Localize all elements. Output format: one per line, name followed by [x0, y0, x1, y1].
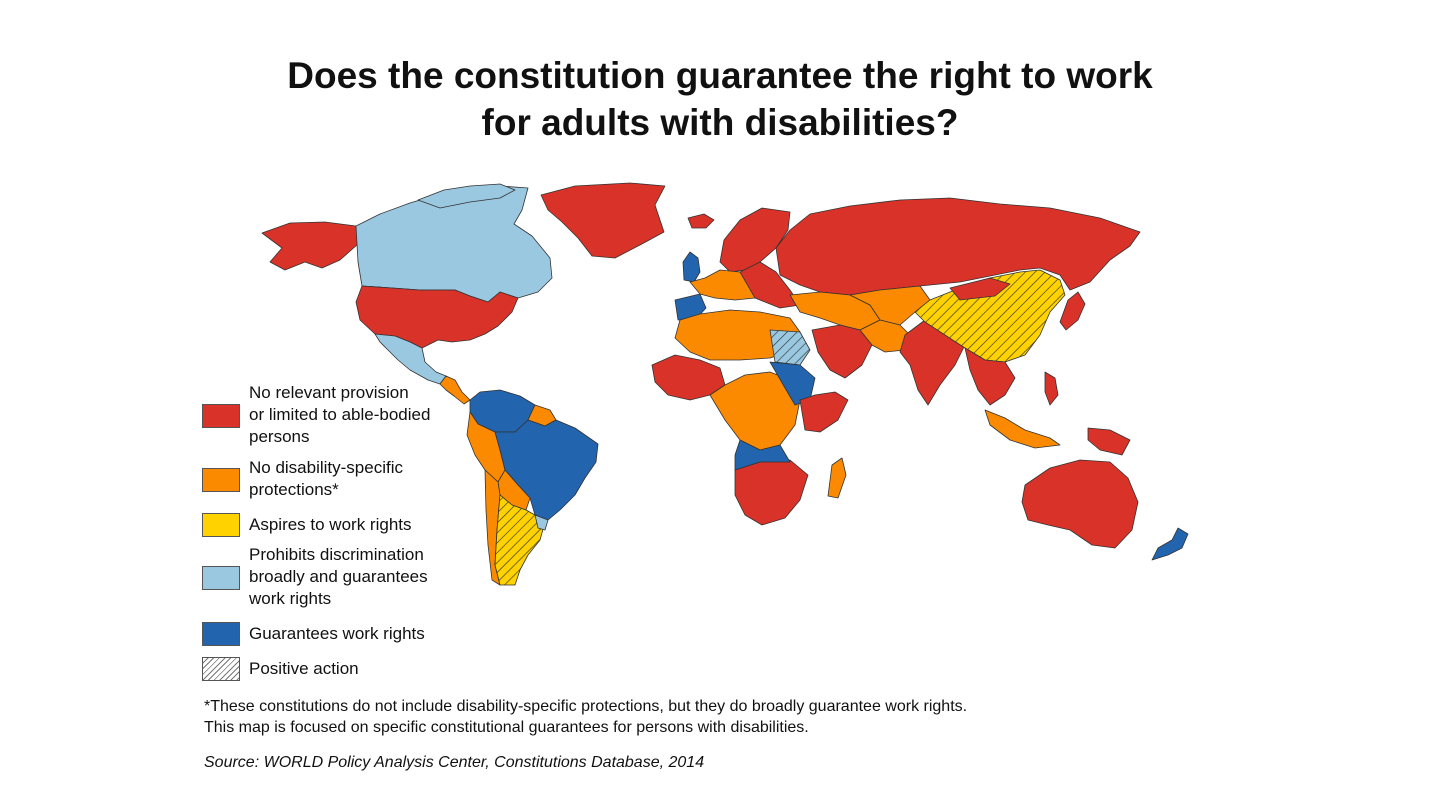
- legend-label-no-provision: No relevant provision or limited to able…: [249, 383, 431, 446]
- legend-swatch-aspires: [202, 513, 240, 537]
- legend-swatch-prohibits-discrimination: [202, 566, 240, 590]
- legend-label-prohibits-discrimination: Prohibits discrimination broadly and gua…: [249, 545, 428, 608]
- region-russia: [775, 197, 1141, 296]
- region-central-america: [439, 375, 471, 405]
- legend-label-no-disability-specific: No disability-specific protections*: [249, 458, 403, 499]
- footnote: *These constitutions do not include disa…: [204, 696, 967, 738]
- region-china-hatch: [915, 270, 1065, 362]
- footnote-line-2: This map is focused on specific constitu…: [204, 719, 809, 736]
- region-scandinavia: [719, 207, 791, 273]
- legend-label-guarantees: Guarantees work rights: [249, 624, 425, 643]
- region-japan: [1059, 291, 1086, 331]
- region-greenland: [540, 182, 666, 259]
- legend-label-positive-action: Positive action: [249, 659, 359, 678]
- region-mongolia: [949, 277, 1011, 301]
- title-line-2: for adults with disabilities?: [481, 102, 959, 143]
- region-alaska: [261, 221, 359, 271]
- legend-swatch-guarantees: [202, 622, 240, 646]
- map-title: Does the constitution guarantee the righ…: [0, 52, 1440, 146]
- legend-swatch-no-provision: [202, 404, 240, 428]
- region-arabia: [811, 324, 873, 379]
- region-madagascar: [827, 457, 847, 499]
- region-indonesia: [984, 409, 1061, 449]
- source-note: Source: WORLD Policy Analysis Center, Co…: [204, 754, 705, 771]
- region-philippines: [1044, 371, 1059, 406]
- region-uk: [682, 251, 701, 283]
- region-east-africa: [799, 391, 849, 433]
- region-iceland: [687, 213, 715, 229]
- region-southeast-asia: [964, 347, 1016, 406]
- footnote-line-1: *These constitutions do not include disa…: [204, 698, 968, 715]
- region-argentina-hatch: [495, 495, 545, 585]
- legend-swatch-no-disability-specific: [202, 468, 240, 492]
- region-central-africa: [709, 371, 801, 451]
- title-line-1: Does the constitution guarantee the righ…: [287, 55, 1153, 96]
- region-egypt-hatch: [770, 330, 810, 365]
- region-southern-africa: [734, 459, 809, 526]
- region-uruguay: [534, 514, 549, 531]
- legend-label-aspires: Aspires to work rights: [249, 515, 412, 534]
- region-australia: [1021, 459, 1139, 549]
- region-congo: [734, 439, 791, 471]
- legend-swatch-positive-action: [202, 657, 240, 681]
- region-canada-arctic: [417, 183, 516, 209]
- region-png: [1087, 427, 1131, 456]
- region-new-zealand: [1151, 527, 1189, 561]
